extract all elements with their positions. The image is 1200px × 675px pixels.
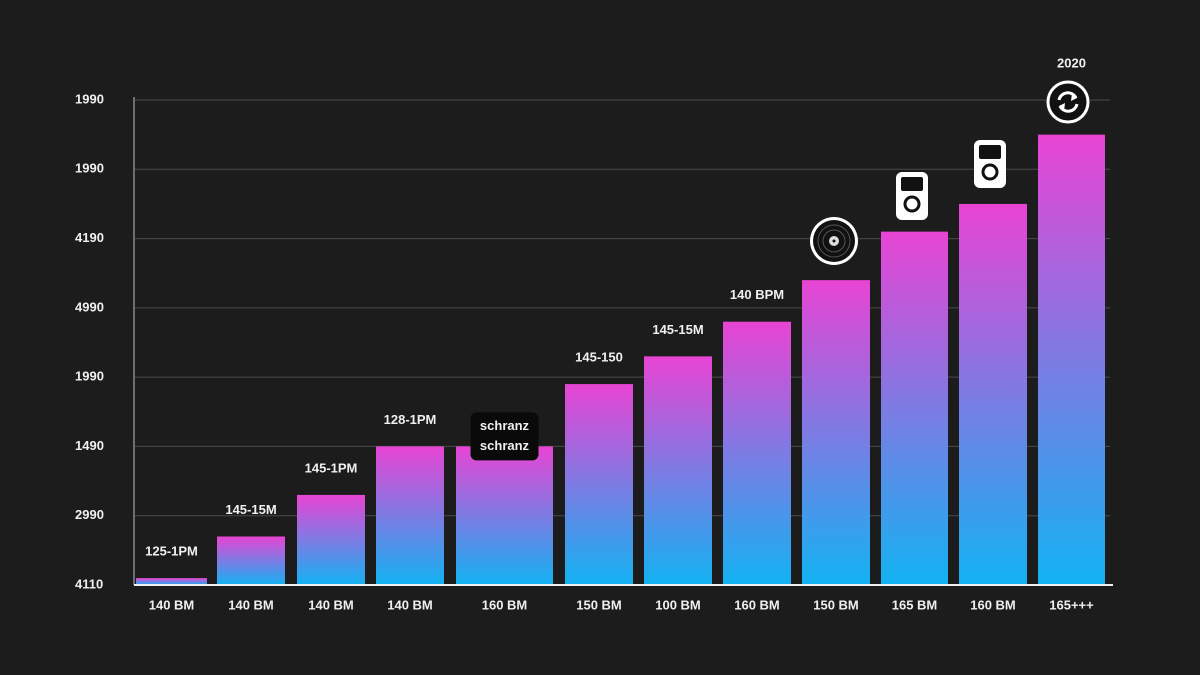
- annotation: 140 BPM: [730, 287, 784, 302]
- x-tick-label: 160 BM: [734, 597, 780, 612]
- bar: [802, 280, 870, 585]
- bar: [644, 356, 712, 585]
- x-tick-label: 165+++: [1049, 597, 1094, 612]
- y-tick-label: 1990: [75, 369, 104, 384]
- plot: 4110 2990 1490 1990 4990 4190 1990 1990 140 BM 12…: [75, 55, 1113, 612]
- sync-icon: [1046, 80, 1090, 124]
- x-tick-label: 100 BM: [655, 597, 701, 612]
- x-tick-label: 140 BM: [308, 597, 354, 612]
- annotation: 145-150: [575, 350, 623, 365]
- ipod-icon: [896, 172, 928, 220]
- y-tick-label: 1990: [75, 91, 104, 106]
- x-tick-label: 150 BM: [576, 597, 622, 612]
- y-tick-label: 2990: [75, 507, 104, 522]
- x-tick-label: 165 BM: [892, 597, 938, 612]
- bar: [881, 231, 948, 585]
- annotation-box: [470, 412, 539, 461]
- bar: [1038, 134, 1105, 585]
- bar: [217, 536, 285, 585]
- x-tick-label: 140 BM: [387, 597, 433, 612]
- bar: [565, 384, 633, 585]
- bar: [723, 321, 791, 585]
- annotation: 128-1PM: [384, 412, 437, 427]
- bar: [959, 203, 1027, 585]
- y-tick-label: 1490: [75, 438, 104, 453]
- x-tick-label: 140 BM: [149, 597, 195, 612]
- bar: [456, 446, 553, 585]
- x-tick-label: 140 BM: [228, 597, 274, 612]
- vinyl-icon: [810, 217, 858, 265]
- y-tick-label: 4110: [75, 576, 103, 591]
- y-tick-label: 4190: [75, 230, 104, 245]
- annotation: 145-15M: [225, 502, 276, 517]
- annotation: 145-15M: [652, 322, 703, 337]
- y-tick-label: 4990: [75, 299, 104, 314]
- bar: [297, 494, 365, 585]
- annotation: schranz: [480, 438, 530, 453]
- bar: [136, 578, 207, 585]
- x-tick-label: 150 BM: [813, 597, 859, 612]
- ipod-icon: [974, 140, 1006, 188]
- annotation: 145-1PM: [305, 460, 358, 475]
- x-tick-label: 160 BM: [970, 597, 1016, 612]
- x-tick-label: 160 BM: [482, 597, 528, 612]
- y-tick-label: 1990: [75, 161, 104, 176]
- annotation: 125-1PM: [145, 544, 198, 559]
- annotation: 2020: [1057, 55, 1086, 70]
- bar: [376, 446, 444, 585]
- annotation: schranz: [480, 418, 530, 433]
